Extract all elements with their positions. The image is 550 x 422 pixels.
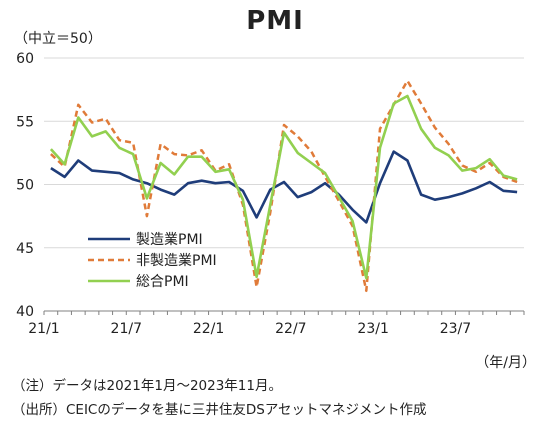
x-tick-label-23-1: 23/1 (357, 321, 388, 337)
y-tick-label-55: 55 (16, 114, 34, 130)
footnote-source: （出所）CEICのデータを基に三井住友DSアセットマネジメント作成 (12, 402, 427, 418)
footnote-period: （注）データは2021年1月～2023年11月。 (12, 378, 282, 394)
series-line-2 (50, 79, 518, 293)
x-tick-label-21-1: 21/1 (28, 321, 59, 337)
legend-label-2: 非製造業PMI (136, 253, 217, 269)
y-tick-label-50: 50 (16, 178, 34, 194)
legend-label-1: 製造業PMI (136, 232, 203, 248)
x-tick-label-21-7: 21/7 (111, 321, 142, 337)
y-tick-label-45: 45 (16, 241, 34, 257)
y-axis-unit-label: （中立＝50） (14, 31, 102, 47)
y-tick-label-60: 60 (16, 51, 34, 67)
y-tick-label-40: 40 (16, 304, 34, 320)
x-tick-label-23-7: 23/7 (440, 321, 471, 337)
x-tick-label-22-1: 22/1 (193, 321, 224, 337)
x-tick-label-22-7: 22/7 (275, 321, 306, 337)
series-line-1 (50, 150, 518, 224)
chart-title: PMI (246, 6, 304, 36)
legend-label-3: 総合PMI (136, 274, 189, 290)
x-axis-unit-label: （年/月） (475, 355, 536, 371)
series-line-3 (49, 94, 518, 280)
